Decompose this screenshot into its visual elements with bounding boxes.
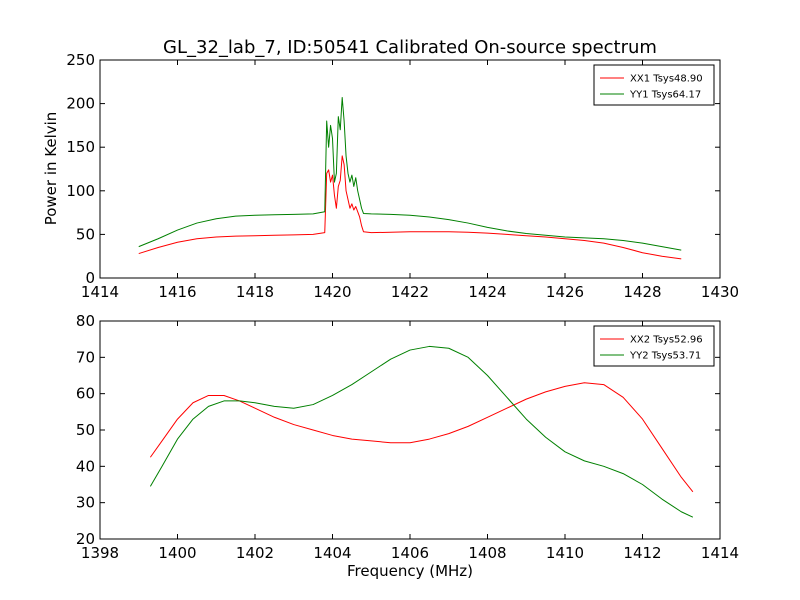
y-tick-label: 70 [76, 348, 95, 366]
y-tick-label: 60 [76, 385, 95, 403]
x-tick-label: 1416 [158, 283, 196, 301]
y-tick-label: 50 [76, 421, 95, 439]
subplot-2: 1398 1400 1402 1404 1406 1408 1410 1412 1414 20 30… [76, 312, 739, 562]
x-tick-label: 1414 [81, 283, 119, 301]
y-tick-label: 50 [76, 225, 95, 243]
plot-frame [99, 320, 721, 540]
legend-label: YY1 Tsys64.17 [629, 90, 701, 101]
y-tick-label: 0 [85, 269, 95, 287]
y-tick-label: 30 [76, 494, 95, 512]
x-tick-label: 1400 [158, 544, 196, 562]
series-line-2 [138, 97, 682, 251]
x-tick-label: 1406 [391, 544, 429, 562]
x-tick-label: 1408 [468, 544, 506, 562]
legend-box [593, 64, 715, 106]
series-line-1 [149, 382, 694, 493]
y-tick-label: 250 [66, 51, 95, 69]
series-line-1 [138, 155, 682, 260]
x-tick-label: 1412 [623, 544, 661, 562]
x-tick-label: 1420 [313, 283, 351, 301]
subplot-1: 1414 1416 1418 1420 1422 1424 1426 1428 1430 0 50 1… [66, 51, 739, 301]
x-tick-label: 1414 [701, 544, 739, 562]
x-tick-label: 1428 [623, 283, 661, 301]
y-tick-label: 20 [76, 530, 95, 548]
y-tick-label: 100 [66, 182, 95, 200]
figure-title: GL_32_lab_7, ID:50541 Calibrated On-sour… [163, 37, 657, 58]
y-tick-label: 200 [66, 95, 95, 113]
plots-group: 1414 1416 1418 1420 1422 1424 1426 1428 14300501… [66, 51, 739, 562]
x-tick-label: 1430 [701, 283, 739, 301]
x-tick-label: 1398 [81, 544, 119, 562]
legend-label: YY2 Tsys53.71 [629, 351, 701, 362]
x-tick-label: 1422 [391, 283, 429, 301]
x-tick-label: 1404 [313, 544, 351, 562]
x-tick-label: 1418 [236, 283, 274, 301]
x-tick-label: 1424 [468, 283, 506, 301]
y-axis-title: Power in Kelvin [42, 112, 60, 226]
legend-label: XX2 Tsys52.96 [630, 335, 703, 346]
x-tick-label: 1410 [546, 544, 584, 562]
x-tick-label: 1426 [546, 283, 584, 301]
plot-frame [99, 59, 721, 279]
x-axis-title: Frequency (MHz) [347, 562, 473, 580]
series-line-2 [149, 345, 694, 518]
y-tick-label: 150 [66, 138, 95, 156]
legend: XX1 Tsys48.90 YY1 Tsys64.17 [593, 64, 715, 106]
y-tick-label: 80 [76, 312, 95, 330]
legend-label: XX1 Tsys48.90 [630, 74, 703, 85]
y-tick-label: 40 [76, 457, 95, 475]
legend-box [593, 325, 715, 367]
x-tick-label: 1402 [236, 544, 274, 562]
legend: XX2 Tsys52.96 YY2 Tsys53.71 [593, 325, 715, 367]
